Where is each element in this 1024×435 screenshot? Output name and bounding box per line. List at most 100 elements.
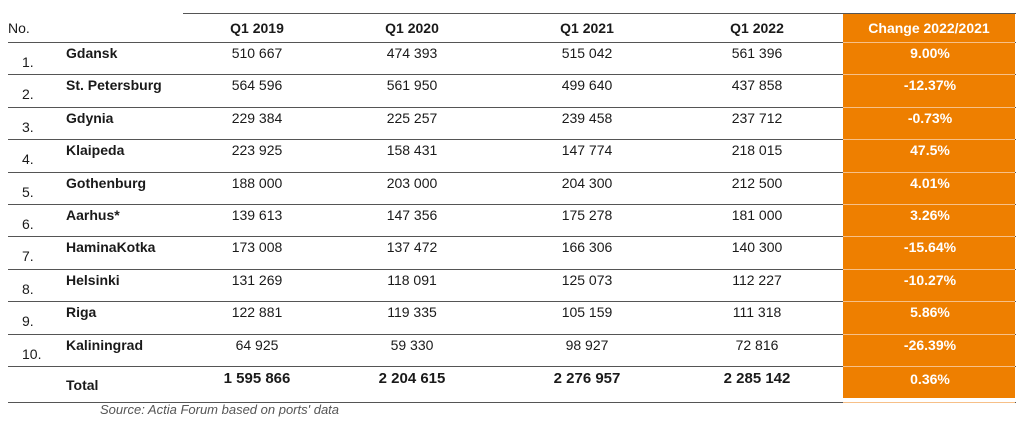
change-value: 9.00%: [910, 45, 950, 61]
port-name: Gothenburg: [66, 174, 147, 191]
value-q1-2020: 203 000: [386, 174, 438, 191]
value-q1-2019: 223 925: [231, 142, 283, 159]
table-bottom-rule-highlight: [843, 402, 1015, 403]
value-q1-2021: 175 278: [561, 207, 613, 223]
row-rule-highlight: [843, 106, 1015, 108]
value-q1-2019: 510 667: [231, 45, 283, 61]
value-q1-2021: 147 774: [561, 142, 613, 159]
value-q1-2021: 499 640: [561, 77, 613, 94]
value-q1-2020: 474 393: [386, 45, 438, 61]
header-q1-2020: Q1 2020: [385, 20, 439, 36]
row-rule: [8, 139, 1016, 141]
table-row: 1. Gdansk 510 667 474 393 515 042 561 396 9.00…: [0, 42, 1024, 74]
row-number: 5.: [22, 183, 34, 200]
value-q1-2019: 64 925: [235, 336, 279, 353]
change-value: -15.64%: [903, 239, 957, 256]
port-name: Riga: [66, 304, 97, 321]
table-row: 7. HaminaKotka 173 008 137 472 166 306 140 30…: [0, 236, 1024, 268]
value-q1-2022: 72 816: [735, 336, 779, 353]
value-q1-2020: 158 431: [386, 142, 438, 159]
value-q1-2020: 59 330: [390, 336, 434, 353]
total-q1-2022: 2 285 142: [723, 370, 791, 387]
total-row: Total 1 595 866 2 204 615 2 276 957 2 285 14…: [0, 366, 1024, 400]
row-rule-highlight: [843, 301, 1015, 303]
header-change: Change 2022/2021: [868, 20, 990, 36]
value-q1-2021: 125 073: [561, 271, 613, 288]
change-value: 47.5%: [910, 142, 950, 159]
row-number: 3.: [22, 118, 34, 135]
header-no: No.: [8, 20, 30, 36]
value-q1-2022: 140 300: [731, 239, 783, 256]
row-rule-highlight: [843, 204, 1015, 205]
row-rule: [8, 106, 1016, 108]
table-bottom-rule: [8, 402, 1016, 403]
value-q1-2021: 515 042: [561, 45, 613, 61]
header-top-rule: [183, 13, 1016, 14]
value-q1-2022: 561 396: [731, 45, 783, 61]
value-q1-2020: 118 091: [387, 271, 437, 288]
header-q1-2021: Q1 2021: [560, 20, 614, 36]
table-row: 6. Aarhus* 139 613 147 356 175 278 181 000 3.2…: [0, 204, 1024, 236]
value-q1-2019: 131 269: [231, 271, 283, 288]
row-rule: [8, 366, 1016, 367]
row-rule: [8, 268, 1016, 270]
total-label: Total: [66, 377, 99, 393]
change-value: 4.01%: [910, 174, 950, 191]
row-number: 2.: [22, 86, 34, 103]
change-value: 5.86%: [910, 304, 950, 321]
table-row: 4. Klaipeda 223 925 158 431 147 774 218 015 47…: [0, 139, 1024, 171]
value-q1-2021: 105 159: [561, 304, 613, 321]
value-q1-2022: 218 015: [731, 142, 783, 159]
value-q1-2022: 437 858: [731, 77, 783, 94]
row-number: 10.: [22, 345, 42, 362]
row-number: 8.: [22, 280, 34, 297]
value-q1-2022: 111 318: [732, 304, 782, 321]
value-q1-2019: 139 613: [231, 207, 283, 223]
row-number: 1.: [22, 54, 34, 70]
port-name: St. Petersburg: [66, 77, 162, 94]
change-value: -10.27%: [903, 271, 957, 288]
value-q1-2022: 181 000: [731, 207, 783, 223]
value-q1-2021: 166 306: [561, 239, 613, 256]
value-q1-2021: 239 458: [561, 109, 613, 126]
change-value: -0.73%: [907, 109, 953, 126]
value-q1-2021: 98 927: [565, 336, 609, 353]
value-q1-2019: 122 881: [231, 304, 283, 321]
table-row: 9. Riga 122 881 119 335 105 159 111 318 5.86%: [0, 301, 1024, 333]
header-q1-2022: Q1 2022: [730, 20, 784, 36]
table-row: 2. St. Petersburg 564 596 561 950 499 640 437…: [0, 74, 1024, 106]
value-q1-2022: 112 227: [732, 271, 782, 288]
table-row: 3. Gdynia 229 384 225 257 239 458 237 712 -0.7…: [0, 107, 1024, 139]
row-number: 7.: [22, 248, 34, 265]
value-q1-2020: 119 335: [387, 304, 437, 321]
change-value: 3.26%: [910, 207, 950, 223]
row-rule-highlight: [843, 366, 1015, 367]
table-row: 8. Helsinki 131 269 118 091 125 073 112 227 -1…: [0, 269, 1024, 301]
row-rule-highlight: [843, 139, 1015, 141]
row-rule-highlight: [843, 333, 1015, 335]
header-q1-2019: Q1 2019: [230, 20, 284, 36]
total-q1-2019: 1 595 866: [223, 370, 291, 387]
row-number: 6.: [22, 216, 34, 232]
row-rule: [8, 236, 1016, 238]
value-q1-2020: 561 950: [386, 77, 438, 94]
port-name: Kaliningrad: [66, 336, 144, 353]
port-name: HaminaKotka: [66, 239, 156, 256]
value-q1-2022: 212 500: [731, 174, 783, 191]
row-rule-highlight: [843, 236, 1015, 238]
row-number: 9.: [22, 313, 34, 330]
value-q1-2021: 204 300: [561, 174, 613, 191]
header-rule: [8, 42, 1016, 43]
row-rule-highlight: [843, 74, 1015, 76]
port-name: Gdansk: [66, 45, 118, 61]
port-name: Klaipeda: [66, 142, 125, 159]
total-change: 0.36%: [910, 371, 950, 387]
port-name: Gdynia: [66, 109, 114, 126]
table-row: 10. Kaliningrad 64 925 59 330 98 927 72 816 -2…: [0, 334, 1024, 366]
row-rule: [8, 204, 1016, 205]
port-name: Aarhus*: [66, 207, 120, 223]
total-q1-2021: 2 276 957: [553, 370, 621, 387]
value-q1-2019: 188 000: [231, 174, 283, 191]
value-q1-2020: 137 472: [386, 239, 438, 256]
